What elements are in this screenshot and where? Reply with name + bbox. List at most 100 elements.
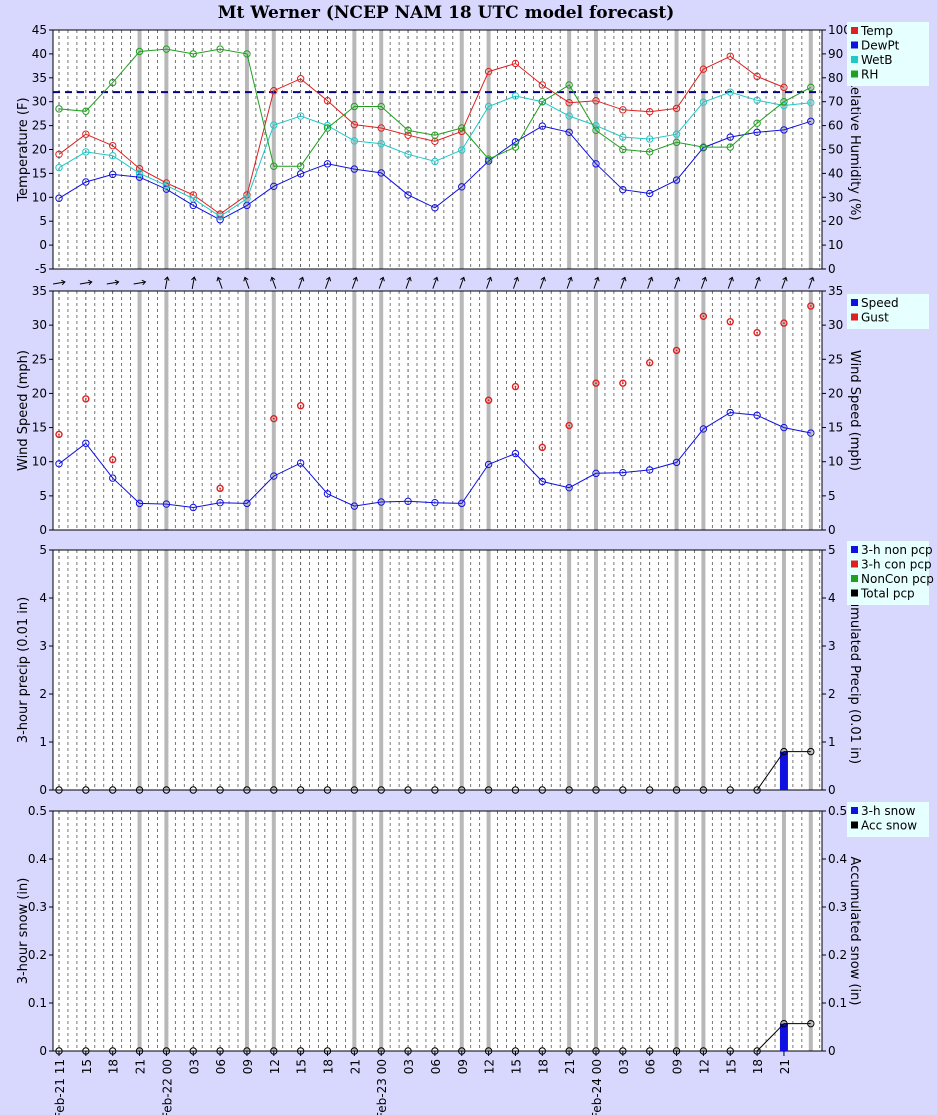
legend-swatch [851, 560, 858, 568]
series-accumulated-point [135, 786, 144, 794]
arrow-head [270, 276, 276, 282]
series-speed-point [270, 472, 278, 480]
series-gust-dot [299, 404, 302, 407]
arrow-head [675, 276, 681, 282]
series-dewpt-point [726, 133, 734, 141]
y2-tick-label: 30 [828, 318, 843, 332]
series-gust-point [296, 402, 305, 410]
series-dewpt-line [58, 120, 811, 221]
x-tick-label: 06 [429, 1059, 443, 1074]
series-dewpt-point [431, 204, 439, 212]
wind-direction-arrow [243, 276, 250, 289]
series-rh-point [350, 102, 359, 111]
arrow-shaft [405, 277, 411, 289]
y2-tick-label: 5 [828, 489, 836, 503]
series-gust-dot [111, 458, 114, 461]
arrow-head [191, 276, 197, 281]
legend-swatch [851, 575, 858, 582]
series-gust-point [726, 318, 734, 326]
arrow-shaft [539, 277, 545, 289]
wind-direction-arrow [53, 279, 66, 286]
series-dewpt-point [296, 170, 305, 178]
series-rh-point [807, 83, 815, 92]
series-accumulated-point [216, 786, 224, 794]
wind-direction-arrow [324, 276, 332, 289]
series-speed-point [699, 425, 708, 433]
series-accumulated-point [753, 786, 761, 794]
y2-axis-label: Relative Humidity (%) [847, 78, 862, 220]
y-axis-label: 3-hour precip (0.01 in) [16, 597, 31, 743]
y-tick-label: 40 [32, 47, 47, 61]
series-dewpt-point [270, 182, 278, 191]
series-speed-point [350, 502, 359, 510]
series-temp-point [323, 97, 332, 105]
series-speed-point [538, 477, 546, 486]
wind-direction-arrow [164, 276, 170, 289]
series-temp-point [592, 97, 600, 105]
series-wetb-point [458, 146, 466, 154]
series-speed-point [82, 439, 90, 447]
plot-area [53, 550, 822, 790]
wind-panel: 0 5 10 15 20 25 30 35 0 5 10 15 20 25 30 35 Wind Speed (… [16, 276, 929, 537]
series-dewpt-point [565, 128, 573, 136]
legend-label: Speed [861, 296, 899, 310]
y2-tick-label: 3 [828, 639, 836, 653]
y-tick-label: -5 [35, 262, 47, 276]
arrow-shaft [298, 277, 304, 289]
y-tick-label: 5 [39, 543, 47, 557]
legend-label: 3-h non pcp [861, 543, 933, 557]
y2-tick-label: 0 [828, 1044, 836, 1058]
y2-tick-label: 0.2 [828, 948, 847, 962]
y2-tick-label: 0.3 [828, 900, 847, 914]
series-accumulated-point [296, 786, 305, 794]
series-speed-point [565, 483, 573, 492]
series-temp-point [538, 81, 546, 89]
series-wetb-point [484, 102, 493, 111]
series-rh-point [296, 162, 305, 170]
series-speed-point [807, 429, 815, 437]
y2-tick-label: 50 [828, 143, 843, 157]
series-rh-point [538, 98, 546, 106]
arrow-head [164, 276, 170, 281]
series-rh-point [109, 78, 117, 87]
series-rh-point [753, 119, 761, 127]
arrow-shaft [808, 277, 814, 289]
series-rh-point [672, 138, 681, 147]
y2-tick-label: 100 [828, 23, 851, 37]
series-rh-point [565, 81, 573, 89]
series-speed-point [377, 498, 385, 506]
series-temp-point [484, 67, 493, 76]
series-gust-point [565, 421, 573, 430]
series-accumulated-point [780, 747, 788, 756]
chart-title: Mt Werner (NCEP NAM 18 UTC model forecas… [218, 3, 675, 23]
y-tick-label: 35 [32, 71, 47, 85]
x-tick-label: 18 [322, 1059, 336, 1074]
series-gust-point [619, 379, 627, 387]
series-gust-point [511, 382, 520, 391]
series-accumulated-point [780, 1019, 788, 1028]
y-tick-label: 5 [39, 489, 47, 503]
wind-direction-arrow [781, 276, 788, 289]
series-gust-dot [702, 315, 705, 318]
y-tick-label: 0.2 [28, 948, 47, 962]
series-rh-point [592, 126, 600, 135]
series-wetb-point [672, 130, 681, 138]
x-tick-label: 21 [134, 1059, 148, 1074]
series-dewpt-point [350, 165, 359, 173]
x-tick-label: Feb-23 00 [375, 1059, 389, 1115]
y2-axis-label: Wind Speed (mph) [847, 350, 862, 471]
series-gust-point [592, 379, 600, 387]
series-rh-point [780, 98, 788, 106]
legend-label: RH [861, 68, 878, 82]
series-accumulated-point [484, 786, 493, 794]
series-speed-point [592, 469, 600, 478]
arrow-head [141, 279, 147, 286]
x-tick-label: 09 [671, 1059, 685, 1074]
x-tick-label: 03 [402, 1059, 416, 1074]
series-gust-point [699, 312, 708, 320]
legend-label: Total pcp [860, 587, 915, 601]
series-gust-point [538, 443, 546, 452]
series-gust-dot [756, 331, 758, 334]
series-accumulated-point [109, 786, 117, 794]
y-tick-label: 25 [32, 119, 47, 133]
